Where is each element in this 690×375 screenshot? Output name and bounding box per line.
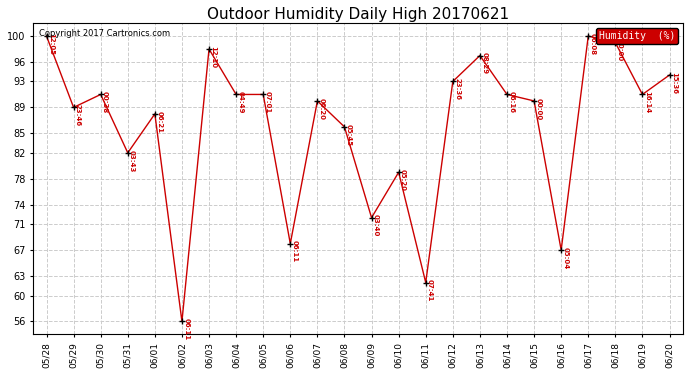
Text: 00:38: 00:38 [102, 91, 108, 114]
Text: 04:49: 04:49 [237, 91, 244, 114]
Text: 12:05: 12:05 [48, 33, 54, 55]
Text: 15:36: 15:36 [671, 72, 677, 94]
Text: 23:46: 23:46 [75, 104, 81, 126]
Text: 06:16: 06:16 [509, 91, 514, 113]
Text: 05:04: 05:04 [562, 247, 569, 269]
Text: 08:29: 08:29 [481, 52, 487, 74]
Text: Copyright 2017 Cartronics.com: Copyright 2017 Cartronics.com [39, 29, 170, 38]
Text: 06:11: 06:11 [184, 318, 189, 340]
Text: 06:21: 06:21 [156, 111, 162, 133]
Legend: Humidity  (%): Humidity (%) [596, 28, 678, 44]
Text: 03:43: 03:43 [129, 150, 135, 172]
Text: 00:00: 00:00 [535, 98, 542, 120]
Text: 07:01: 07:01 [264, 91, 270, 114]
Text: 23:36: 23:36 [454, 78, 460, 100]
Text: 06:08: 06:08 [589, 33, 595, 55]
Text: 16:14: 16:14 [644, 91, 650, 114]
Text: 05:45: 05:45 [346, 124, 352, 146]
Text: 05:20: 05:20 [400, 169, 406, 191]
Text: 06:20: 06:20 [319, 98, 325, 120]
Title: Outdoor Humidity Daily High 20170621: Outdoor Humidity Daily High 20170621 [207, 7, 509, 22]
Text: 00:00: 00:00 [617, 39, 622, 62]
Text: 12:10: 12:10 [210, 46, 217, 68]
Text: 07:41: 07:41 [427, 279, 433, 302]
Text: 03:40: 03:40 [373, 214, 379, 237]
Text: 06:11: 06:11 [292, 240, 297, 262]
